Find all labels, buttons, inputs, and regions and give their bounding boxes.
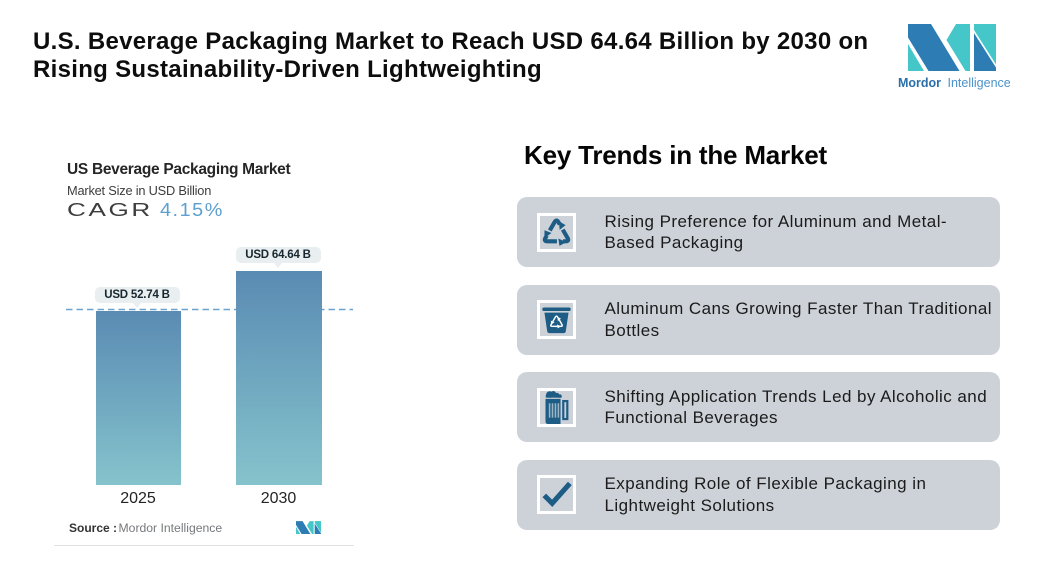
svg-text:Intelligence: Intelligence [948,76,1011,90]
svg-text:Mordor: Mordor [898,76,941,90]
